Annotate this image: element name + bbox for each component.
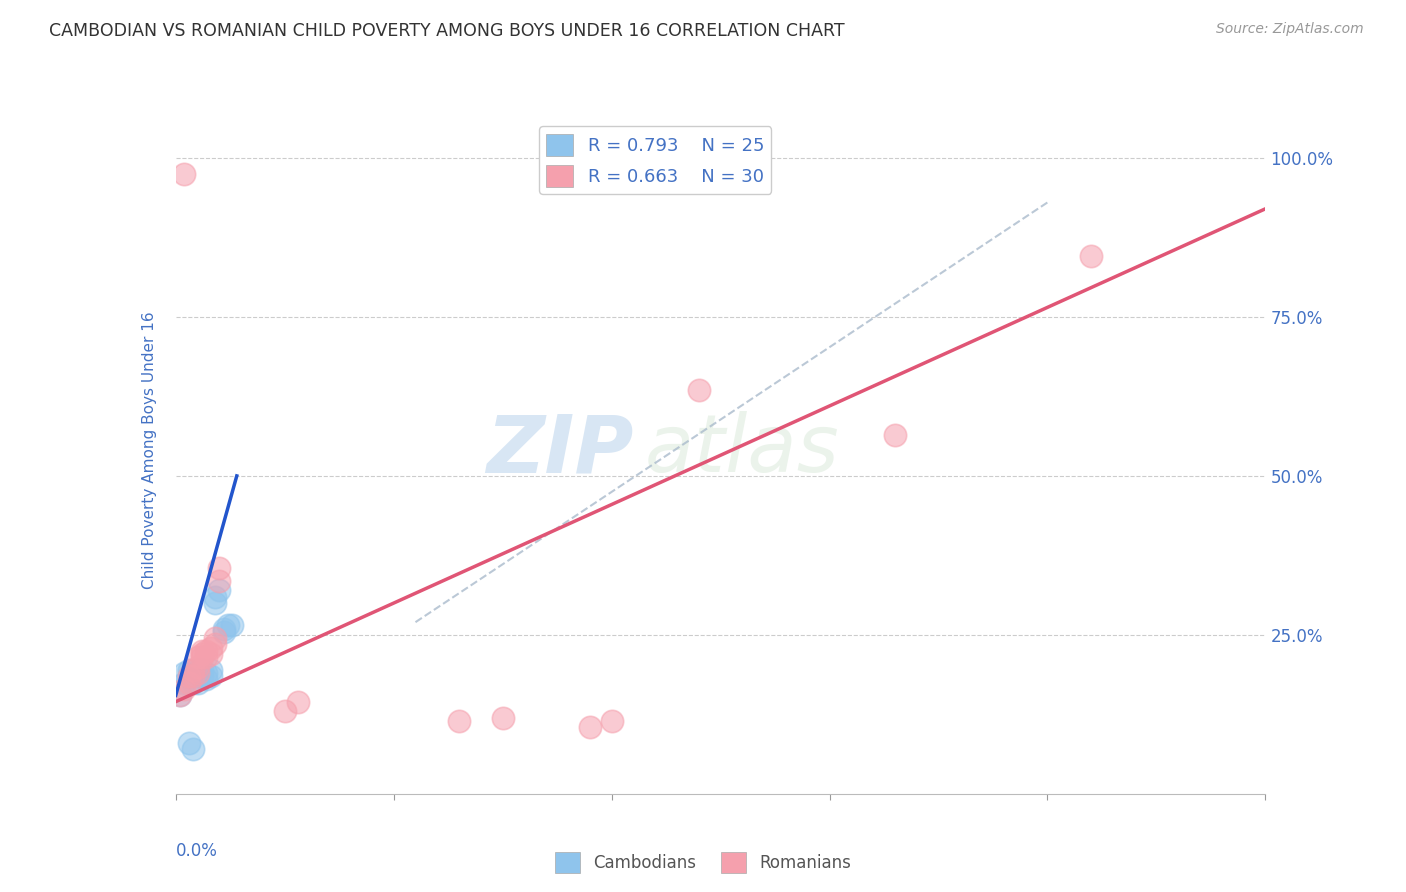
Point [212, 624, 235, 639]
Point [195, 644, 218, 658]
Point [173, 681, 195, 696]
Point [204, 637, 226, 651]
Point [492, 710, 515, 724]
Point [173, 167, 195, 181]
Point [173, 666, 195, 681]
Point [181, 675, 204, 690]
Point [186, 675, 209, 690]
Point [204, 590, 226, 604]
Point [191, 669, 214, 683]
Point [208, 561, 231, 575]
Text: ZIP: ZIP [486, 411, 633, 490]
Point [186, 663, 209, 677]
Point [186, 650, 209, 665]
Text: 0.0%: 0.0% [176, 842, 218, 860]
Point [181, 669, 204, 683]
Point [200, 663, 222, 677]
Point [191, 650, 214, 665]
Point [191, 644, 214, 658]
Point [177, 669, 200, 683]
Point [177, 736, 200, 750]
Point [200, 647, 222, 661]
Text: atlas: atlas [644, 411, 839, 490]
Point [177, 669, 200, 683]
Point [169, 688, 191, 702]
Point [600, 714, 623, 728]
Point [204, 596, 226, 610]
Point [181, 663, 204, 677]
Point [287, 695, 309, 709]
Point [688, 383, 710, 397]
Point [169, 688, 191, 702]
Point [447, 714, 470, 728]
Text: Source: ZipAtlas.com: Source: ZipAtlas.com [1216, 22, 1364, 37]
Legend: Cambodians, Romanians: Cambodians, Romanians [548, 846, 858, 880]
Point [208, 574, 231, 588]
Legend: R = 0.793    N = 25, R = 0.663    N = 30: R = 0.793 N = 25, R = 0.663 N = 30 [538, 127, 772, 194]
Point [186, 666, 209, 681]
Point [177, 663, 200, 677]
Y-axis label: Child Poverty Among Boys Under 16: Child Poverty Among Boys Under 16 [142, 311, 157, 590]
Text: CAMBODIAN VS ROMANIAN CHILD POVERTY AMONG BOYS UNDER 16 CORRELATION CHART: CAMBODIAN VS ROMANIAN CHILD POVERTY AMON… [49, 22, 845, 40]
Point [208, 583, 231, 598]
Point [191, 647, 214, 661]
Point [177, 675, 200, 690]
Point [200, 669, 222, 683]
Point [212, 622, 235, 636]
Point [200, 640, 222, 655]
Point [195, 673, 218, 687]
Point [186, 669, 209, 683]
Point [884, 427, 907, 442]
Point [191, 663, 214, 677]
Point [181, 669, 204, 683]
Point [579, 720, 602, 734]
Point [173, 675, 195, 690]
Point [274, 704, 297, 718]
Point [1080, 250, 1102, 264]
Point [221, 618, 243, 632]
Point [204, 631, 226, 645]
Point [195, 666, 218, 681]
Point [195, 650, 218, 665]
Point [217, 618, 239, 632]
Point [186, 659, 209, 673]
Point [181, 742, 204, 756]
